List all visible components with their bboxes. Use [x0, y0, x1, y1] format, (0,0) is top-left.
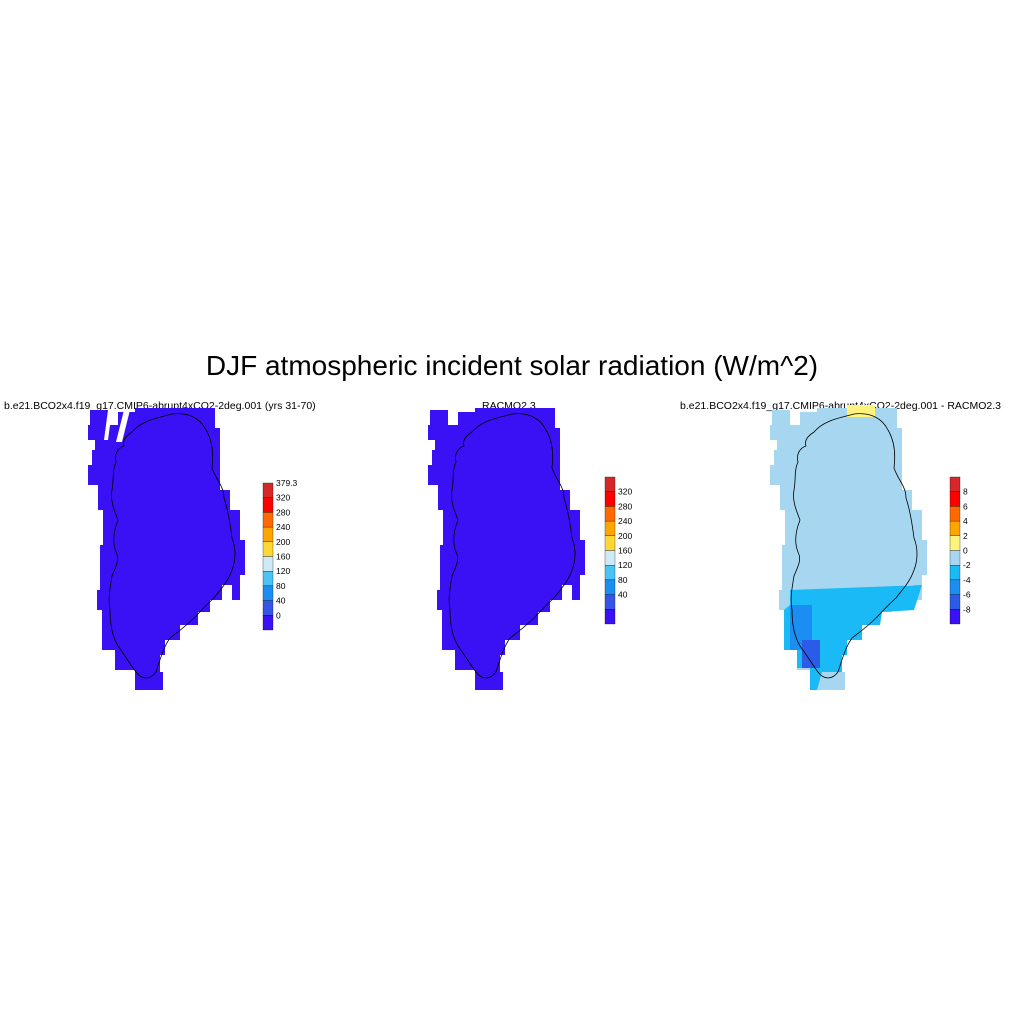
colorbar-box: [949, 506, 961, 522]
colorbar-box: [262, 615, 274, 631]
colorbar-box: [949, 476, 961, 492]
colorbar-tick-label: 0: [276, 610, 281, 620]
colorbar-tick-label: 200: [276, 537, 290, 547]
panel-1-notch-2: [116, 410, 130, 442]
colorbar-tick-label: 2: [963, 531, 968, 541]
colorbar-tick-label: -2: [963, 560, 971, 570]
colorbar-tick-label: -4: [963, 575, 971, 585]
colorbar-tick-label: 120: [618, 560, 632, 570]
panel-2-colorbar: 320 280 240 200 160 120 80 40: [604, 476, 632, 625]
panel-3-neg6-region: [802, 640, 820, 668]
panel-1-colorbar: 379.3 320 280 240 200 160 120 80 40 0: [262, 478, 298, 631]
colorbar-box: [604, 609, 616, 625]
colorbar-box: [262, 482, 274, 498]
colorbar-tick-label: 320: [276, 493, 290, 503]
colorbar-tick-label: 160: [276, 552, 290, 562]
colorbar-tick-label: 280: [276, 507, 290, 517]
colorbar-box: [262, 526, 274, 542]
colorbar-tick-label: 280: [618, 501, 632, 511]
colorbar-box: [949, 491, 961, 507]
colorbar-tick-label: 0: [963, 546, 968, 556]
colorbar-tick-label: 40: [276, 596, 286, 606]
panel-1-map: [88, 408, 245, 690]
panel-3-neg4-region: [790, 605, 812, 650]
colorbar-box: [949, 594, 961, 610]
colorbar-tick-label: -6: [963, 590, 971, 600]
colorbar-tick-label: 160: [618, 546, 632, 556]
colorbar-box: [262, 600, 274, 616]
colorbar-box: [949, 565, 961, 581]
colorbar-box: [262, 556, 274, 572]
colorbar-box: [604, 491, 616, 507]
colorbar-tick-label: 6: [963, 501, 968, 511]
colorbar-box: [262, 541, 274, 557]
colorbar-tick-label: 240: [276, 522, 290, 532]
panel-2-map: [428, 408, 585, 690]
colorbar-box: [262, 497, 274, 513]
panel-3-map: [770, 405, 927, 690]
colorbar-box: [949, 535, 961, 551]
panel-2-field: [428, 408, 585, 690]
colorbar-tick-label: 320: [618, 487, 632, 497]
colorbar-box: [604, 535, 616, 551]
colorbar-box: [604, 506, 616, 522]
colorbar-box: [604, 520, 616, 536]
colorbar-box: [604, 594, 616, 610]
colorbar-tick-label: 200: [618, 531, 632, 541]
colorbar-tick-label: 4: [963, 516, 968, 526]
colorbar-tick-label: 240: [618, 516, 632, 526]
colorbar-tick-label: 80: [618, 575, 628, 585]
colorbar-box: [949, 520, 961, 536]
colorbar-box: [604, 476, 616, 492]
panel-1-title: b.e21.BCO2x4.f19_g17.CMIP6-abrupt4xCO2-2…: [4, 400, 316, 412]
colorbar-tick-label: 379.3: [276, 478, 298, 488]
colorbar-box: [949, 579, 961, 595]
colorbar-box: [262, 585, 274, 601]
colorbar-tick-label: -8: [963, 604, 971, 614]
colorbar-box: [604, 579, 616, 595]
colorbar-box: [262, 571, 274, 587]
colorbar-box: [604, 565, 616, 581]
colorbar-tick-label: 80: [276, 581, 286, 591]
colorbar-tick-label: 40: [618, 590, 628, 600]
panel-1-notch: [104, 410, 112, 440]
colorbar-box: [262, 512, 274, 528]
colorbar-tick-label: 8: [963, 487, 968, 497]
colorbar-tick-label: 120: [276, 566, 290, 576]
panel-3-colorbar: 8 6 4 2 0 -2 -4 -6 -8: [949, 476, 971, 625]
figure-title: DJF atmospheric incident solar radiation…: [205, 350, 819, 381]
panel-3-title: b.e21.BCO2x4.f19_g17.CMIP6-abrupt4xCO2-2…: [680, 400, 1002, 412]
panel-1-field: [88, 408, 245, 690]
colorbar-box: [949, 550, 961, 566]
colorbar-box: [604, 550, 616, 566]
colorbar-box: [949, 609, 961, 625]
